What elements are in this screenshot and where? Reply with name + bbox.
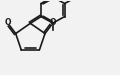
Text: O: O [50,18,57,27]
Text: O: O [4,18,11,27]
